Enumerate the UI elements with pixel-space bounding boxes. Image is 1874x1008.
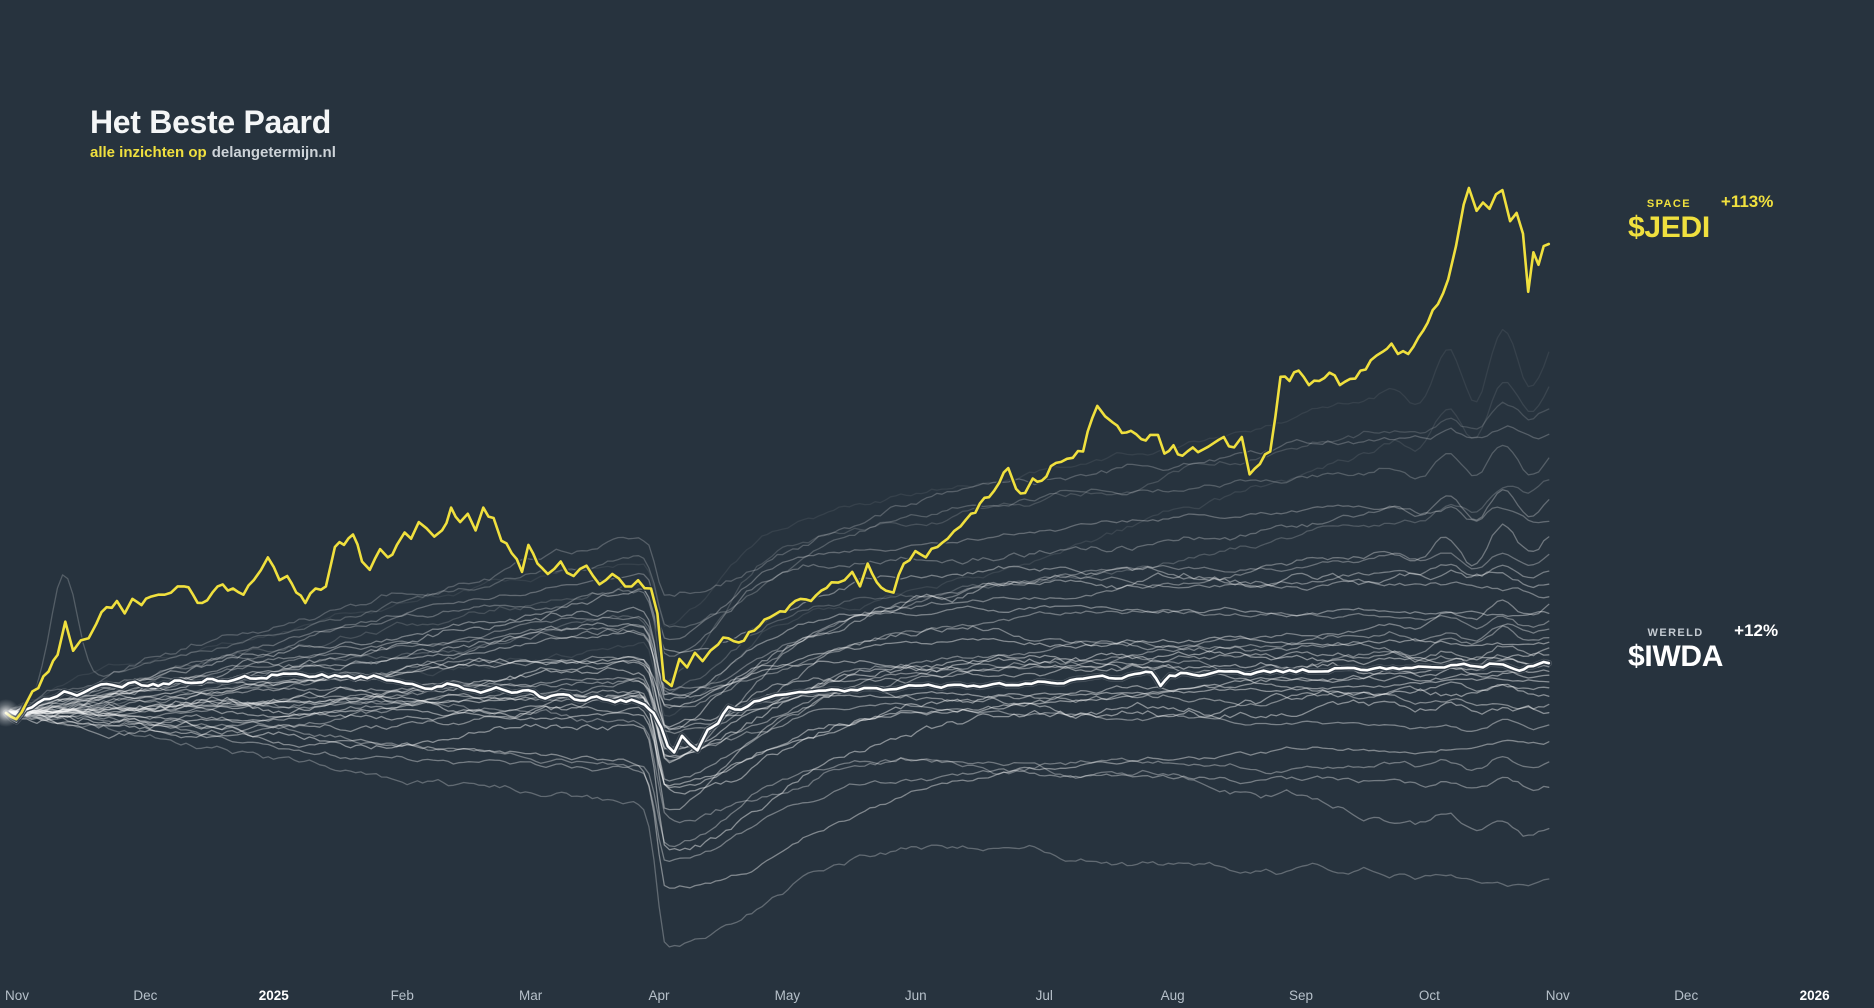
background-fund-lines — [5, 328, 1550, 948]
iwda-return-badge: +12% — [1734, 621, 1779, 640]
background-fund-line — [5, 669, 1550, 789]
x-axis-tick-dec: Dec — [1674, 988, 1698, 1003]
jedi-category-label: SPACE — [1646, 198, 1691, 210]
x-axis-tick-2025: 2025 — [259, 988, 290, 1003]
x-axis-tick-feb: Feb — [391, 988, 414, 1003]
header: Het Beste Paard alle inzichten op delange… — [90, 104, 336, 161]
jedi-ticker-column: SPACE $JEDI — [1628, 199, 1710, 243]
background-fund-line — [5, 712, 1550, 889]
background-fund-line — [5, 401, 1550, 715]
background-fund-line — [5, 635, 1550, 715]
iwda-ticker-column: WERELD $IWDA — [1628, 628, 1723, 672]
x-axis-tick-aug: Aug — [1161, 988, 1185, 1003]
background-fund-line — [5, 425, 1550, 714]
highlighted-lines — [0, 185, 1553, 756]
background-fund-line — [5, 569, 1550, 715]
iwda-ticker: $IWDA — [1628, 640, 1724, 673]
background-fund-line — [5, 660, 1550, 730]
background-fund-line — [5, 328, 1550, 714]
background-fund-line — [5, 523, 1550, 715]
x-axis-tick-dec: Dec — [133, 988, 157, 1003]
background-fund-line — [5, 699, 1550, 852]
background-fund-line — [5, 677, 1550, 751]
background-fund-line — [5, 489, 1550, 714]
x-axis-tick-nov: Nov — [1546, 988, 1570, 1003]
background-fund-line — [5, 444, 1550, 714]
background-fund-line — [5, 712, 1550, 948]
x-axis-tick-jun: Jun — [905, 988, 927, 1003]
background-fund-line — [5, 608, 1550, 714]
background-fund-line — [5, 604, 1550, 714]
background-fund-line — [5, 699, 1550, 837]
x-axis-tick-sep: Sep — [1289, 988, 1313, 1003]
background-fund-line — [5, 712, 1550, 863]
x-axis-tick-jul: Jul — [1036, 988, 1053, 1003]
iwda-category-label: WERELD — [1647, 627, 1704, 639]
background-fund-line — [5, 505, 1550, 714]
subtitle-highlight: alle inzichten op — [90, 143, 207, 161]
background-fund-line — [5, 623, 1550, 735]
x-axis-tick-nov: Nov — [5, 988, 29, 1003]
background-fund-line — [5, 686, 1550, 811]
page-title: Het Beste Paard — [90, 104, 331, 140]
background-fund-line — [5, 381, 1550, 717]
x-axis-tick-oct: Oct — [1419, 988, 1440, 1003]
x-axis-tick-apr: Apr — [648, 988, 670, 1003]
jedi-line — [4, 186, 1551, 721]
page-subtitle: alle inzichten op delangetermijn.nl — [90, 144, 336, 161]
iwda-series-label: WERELD $IWDA +12% — [1628, 621, 1778, 672]
background-fund-line — [5, 694, 1550, 782]
iwda-line — [4, 660, 1551, 754]
subtitle-site: delangetermijn.nl — [211, 143, 336, 161]
jedi-ticker: $JEDI — [1628, 211, 1710, 244]
jedi-series-label: SPACE $JEDI +113% — [1628, 192, 1773, 243]
x-axis-tick-mar: Mar — [519, 988, 543, 1003]
background-fund-line — [5, 552, 1550, 714]
background-fund-line — [5, 599, 1550, 757]
background-fund-line — [5, 658, 1550, 787]
jedi-line-halo — [3, 185, 1552, 722]
background-fund-line — [5, 683, 1550, 795]
background-fund-line — [5, 645, 1550, 759]
x-axis: Nov Dec 2025 Feb Mar Apr May Jun Jul Aug Sep Oct Nov… — [5, 988, 1830, 1003]
jedi-return-badge: +113% — [1720, 192, 1774, 211]
background-fund-line — [5, 563, 1550, 762]
start-point-glow — [0, 699, 20, 727]
background-fund-line — [5, 710, 1550, 848]
x-axis-tick-may: May — [775, 988, 801, 1003]
x-axis-tick-2026: 2026 — [1800, 988, 1831, 1003]
background-fund-line — [5, 650, 1550, 728]
